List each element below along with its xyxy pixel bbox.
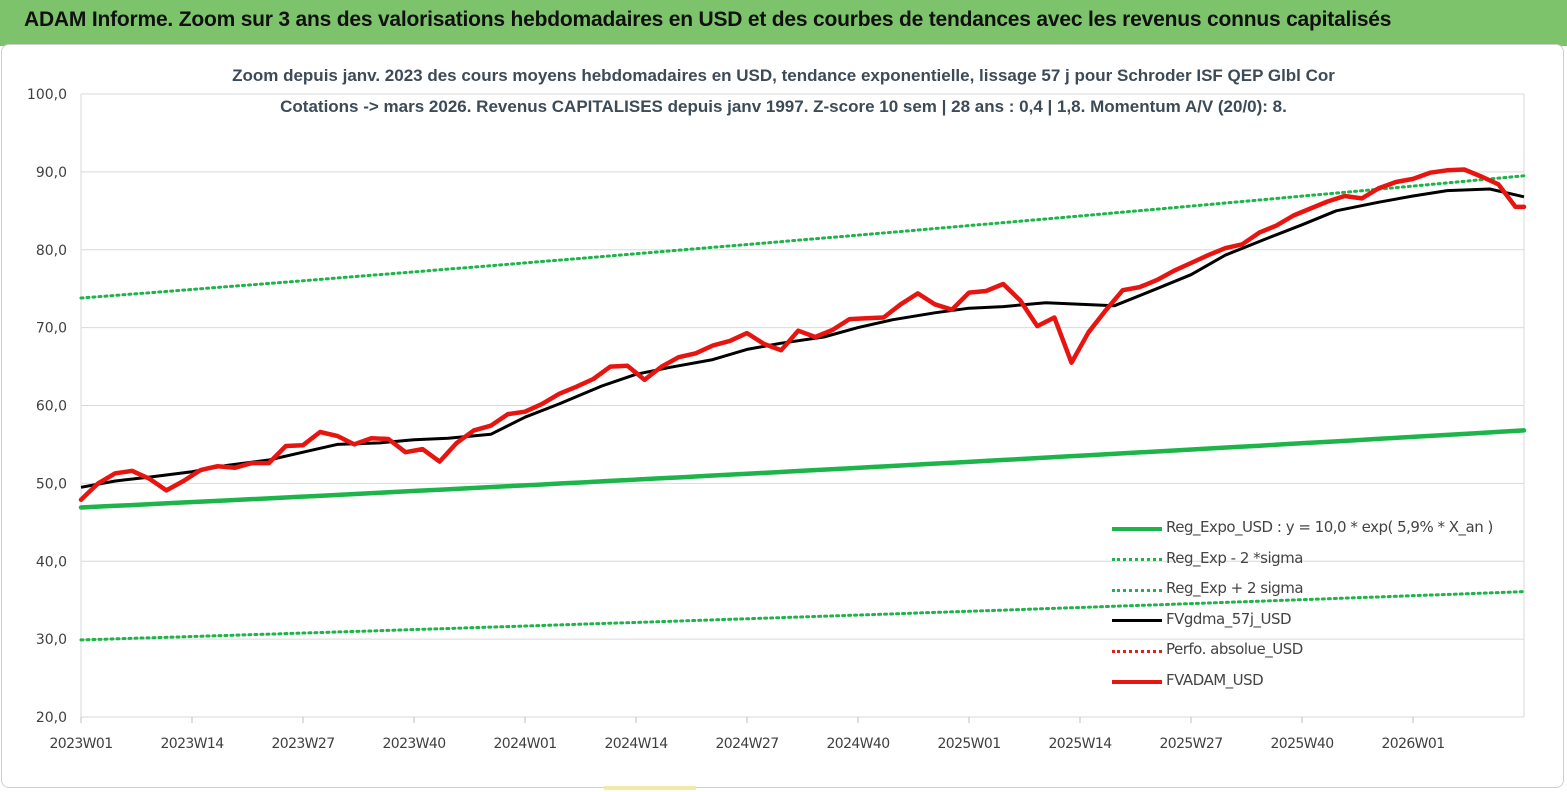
x-tick-label: 2023W01 — [49, 736, 112, 752]
legend-label: FVADAM_USD — [1166, 670, 1264, 689]
series-line-5 — [78, 167, 1527, 502]
legend-label: Reg_Expo_USD : y = 10,0 * exp( 5,9% * X_… — [1166, 518, 1493, 536]
y-tick-label: 60,0 — [36, 399, 67, 415]
chart-frame — [1, 44, 1564, 788]
x-tick-label: 2025W27 — [1159, 736, 1222, 752]
legend-label: FVgdma_57j_USD — [1166, 609, 1292, 628]
x-tick-label: 2024W27 — [715, 736, 778, 752]
x-tick-label: 2025W40 — [1270, 736, 1333, 752]
y-tick-label: 100,0 — [27, 87, 67, 103]
y-tick-label: 50,0 — [36, 476, 67, 492]
series-line-0 — [78, 428, 1527, 510]
x-tick-label: 2026W01 — [1381, 736, 1444, 752]
legend-label: Perfo. absolue_USD — [1166, 640, 1303, 659]
x-axis-ticks: 2023W01 2023W14 2023W27 2023W40 2024W01 2024W… — [49, 717, 1445, 752]
legend-entry: Reg_Expo_USD : y = 10,0 * exp( 5,9% * X_… — [1112, 514, 1532, 545]
series-line-1 — [79, 590, 1526, 642]
y-tick-label: 80,0 — [36, 243, 67, 259]
legend-entry: Perfo. absolue_USD — [1112, 636, 1532, 667]
x-tick-label: 2024W40 — [826, 736, 889, 752]
series-line-3 — [80, 187, 1525, 489]
x-tick-label: 2023W40 — [382, 736, 445, 752]
legend-label: Reg_Exp - 2 *sigma — [1166, 548, 1303, 567]
legend-entry: FVADAM_USD — [1112, 667, 1532, 698]
x-tick-label: 2023W27 — [271, 736, 334, 752]
y-axis-ticks: 100,0 90,0 80,0 70,0 60,0 50,0 40,0 30,0 20,0 — [27, 87, 67, 726]
chart-title: Zoom depuis janv. 2023 des cours moyens … — [232, 66, 1335, 85]
x-tick-label: 2025W01 — [937, 736, 1000, 752]
y-tick-label: 90,0 — [36, 165, 67, 181]
series-lines — [78, 167, 1527, 642]
x-tick-label: 2023W14 — [160, 736, 224, 752]
x-tick-label: 2024W14 — [604, 736, 668, 752]
x-tick-label: 2025W14 — [1048, 736, 1112, 752]
report-banner-title: ADAM Informe. Zoom sur 3 ans des valoris… — [0, 0, 1567, 46]
legend-label: Reg_Exp + 2 sigma — [1166, 579, 1304, 598]
legend-swatch — [1112, 679, 1162, 684]
legend-swatch — [1112, 588, 1162, 592]
legend: Reg_Expo_USD : y = 10,0 * exp( 5,9% * X_… — [1112, 514, 1532, 698]
y-tick-label: 40,0 — [36, 554, 67, 570]
y-tick-label: 70,0 — [36, 321, 67, 337]
legend-entry: Reg_Exp + 2 sigma — [1112, 575, 1532, 606]
legend-entry: FVgdma_57j_USD — [1112, 606, 1532, 637]
series-line-2 — [79, 174, 1526, 300]
y-tick-label: 30,0 — [36, 632, 67, 648]
x-tick-label: 2024W01 — [493, 736, 556, 752]
legend-entry: Reg_Exp - 2 *sigma — [1112, 545, 1532, 576]
sheet-tab-marker — [604, 786, 696, 790]
gridlines — [80, 93, 1525, 718]
legend-swatch — [1112, 619, 1162, 623]
legend-swatch — [1112, 527, 1162, 531]
legend-swatch — [1112, 558, 1162, 562]
legend-swatch — [1112, 649, 1162, 653]
chart-subtitle: Cotations -> mars 2026. Revenus CAPITALI… — [280, 97, 1287, 116]
y-tick-label: 20,0 — [36, 710, 67, 726]
